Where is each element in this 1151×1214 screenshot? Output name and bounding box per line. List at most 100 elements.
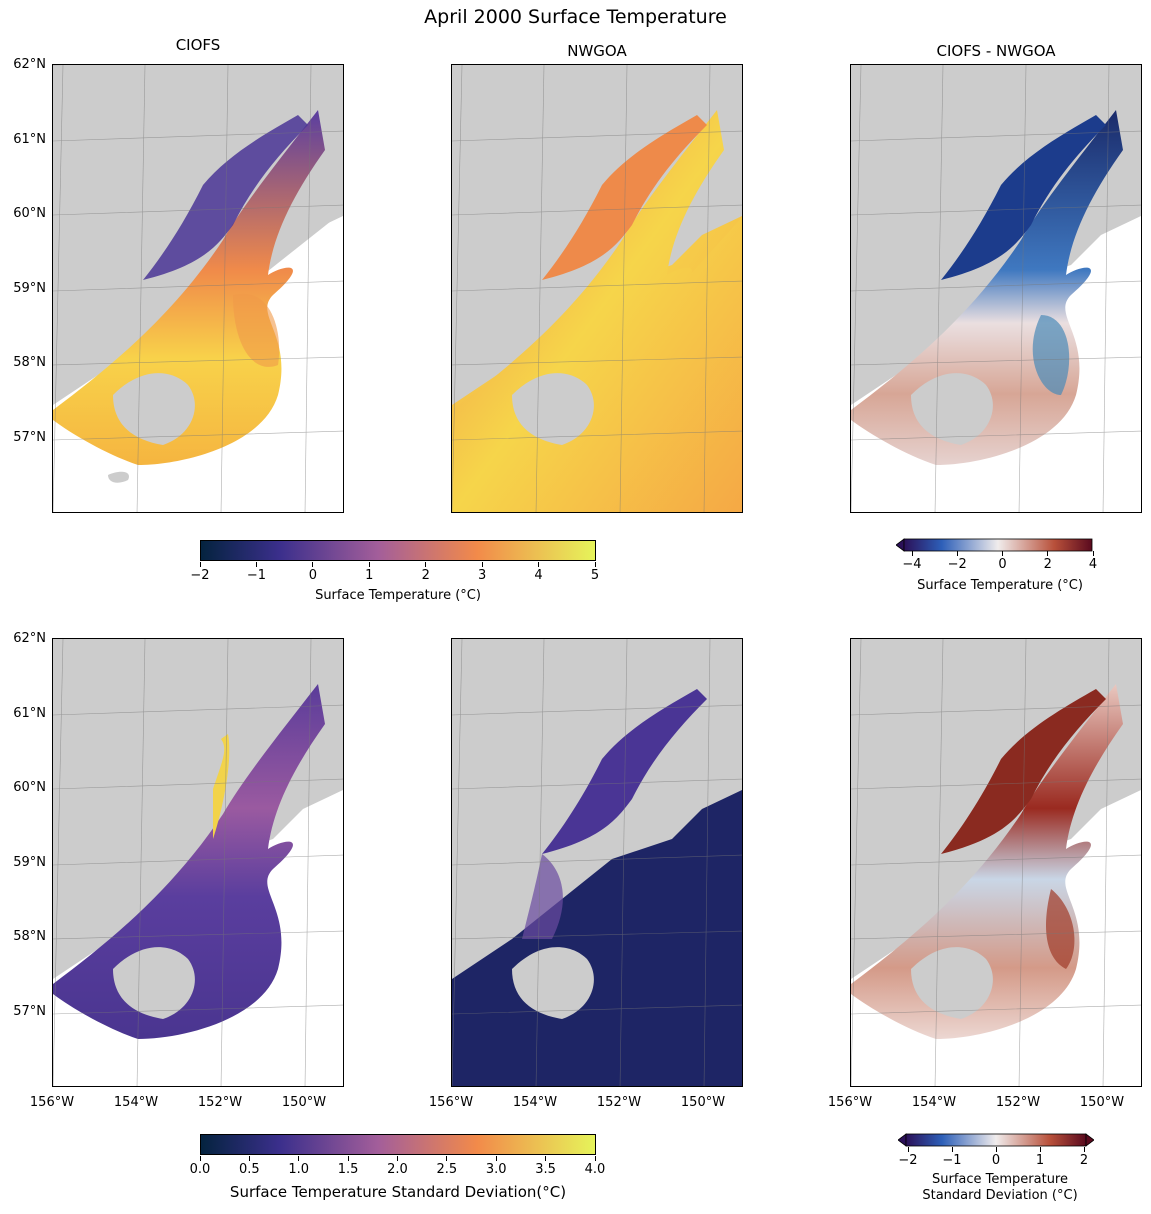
colorbar-tick-mark — [545, 1156, 547, 1161]
colorbar-tick-label: 3 — [478, 568, 487, 583]
land-mainland — [53, 639, 343, 979]
colorbar-tick-label: −2 — [947, 557, 967, 572]
std-field — [53, 684, 325, 1039]
lon-label: 152°W — [197, 1095, 243, 1110]
colorbar-tick-mark — [312, 562, 314, 567]
colorbar-tick-mark — [481, 562, 483, 567]
lon-label: 150°W — [680, 1095, 726, 1110]
lon-label: 156°W — [827, 1095, 873, 1110]
colorbar-tick-label: −2 — [898, 1153, 918, 1168]
colorbar-tick-label: 0 — [991, 1153, 1001, 1168]
colorbar-difference-label: Surface Temperature (°C) — [917, 578, 1083, 593]
map-ciofs-std — [52, 638, 344, 1087]
colorbar-tick-mark — [397, 1156, 398, 1161]
colorbar-tick-label: −1 — [246, 568, 266, 583]
colorbar-tick-mark — [538, 562, 540, 567]
colorbar-tick-mark — [594, 1156, 596, 1161]
colorbar-tick-mark — [1047, 551, 1049, 556]
map-ciofs-temperature — [52, 64, 344, 513]
kodiak-island — [113, 373, 195, 445]
colorbar-tick-label: 0 — [998, 557, 1007, 572]
colorbar-tick-mark — [248, 1156, 250, 1161]
colorbar-std-diff-label-line2: Standard Deviation (°C) — [922, 1188, 1078, 1203]
colorbar-tick-mark — [425, 562, 427, 567]
colorbar-temperature-difference — [896, 538, 1093, 552]
colorbar-tick-label: 0.5 — [239, 1162, 260, 1177]
colorbar-tick-mark — [1083, 1147, 1085, 1152]
colorbar-tick-mark — [951, 1147, 953, 1152]
lon-label: 154°W — [512, 1095, 558, 1110]
colorbar-tick-label: 1 — [365, 568, 374, 583]
colorbar-tick-mark — [368, 562, 370, 567]
colorbar-tick-mark — [1002, 551, 1003, 556]
colorbar-tick-label: −2 — [190, 568, 210, 583]
colorbar-tick-label: 3.0 — [485, 1162, 507, 1177]
colorbar-tick-label: 1 — [1035, 1153, 1045, 1168]
lat-label-61n: 61°N — [13, 132, 46, 147]
lat-label-62n: 62°N — [13, 57, 46, 72]
colorbar-tick-mark — [347, 1156, 349, 1161]
colorbar-tick-label: 2 — [1043, 557, 1052, 572]
lon-label: 154°W — [113, 1095, 159, 1110]
lon-label: 152°W — [596, 1095, 642, 1110]
lon-label: 156°W — [29, 1095, 75, 1110]
colorbar-tick-mark — [956, 551, 958, 556]
colorbar-tick-label: −1 — [942, 1153, 962, 1168]
colorbar-tick-label: 5 — [590, 568, 600, 583]
map-nwgoa-temperature — [451, 64, 743, 513]
lat-label-57n: 57°N — [13, 1004, 46, 1019]
column-title-nwgoa: NWGOA — [567, 42, 627, 60]
lon-label: 150°W — [1079, 1095, 1125, 1110]
colorbar-tick-label: −4 — [902, 557, 922, 572]
lat-label-61n: 61°N — [13, 706, 46, 721]
lat-label-59n: 59°N — [13, 281, 46, 296]
figure-title: April 2000 Surface Temperature — [424, 6, 727, 28]
lat-label-58n: 58°N — [13, 929, 46, 944]
colorbar-tick-mark — [907, 1147, 909, 1152]
colorbar-tick-label: 1.5 — [337, 1162, 359, 1177]
lat-label-62n: 62°N — [13, 631, 46, 646]
colorbar-tick-mark — [255, 562, 257, 567]
colorbar-tick-label: 0 — [308, 568, 317, 583]
colorbar-tick-label: 4 — [1088, 557, 1098, 572]
lon-label: 154°W — [911, 1095, 957, 1110]
colorbar-temperature-label: Surface Temperature (°C) — [315, 588, 481, 603]
colorbar-tick-label: 1.0 — [288, 1162, 310, 1177]
lat-label-60n: 60°N — [13, 780, 46, 795]
lat-label-58n: 58°N — [13, 355, 46, 370]
lat-label-60n: 60°N — [13, 206, 46, 221]
lon-label: 150°W — [281, 1095, 327, 1110]
temperature-field — [53, 110, 325, 465]
colorbar-tick-label: 2 — [421, 568, 430, 583]
colorbar-tick-label: 4 — [534, 568, 543, 583]
colorbar-tick-label: 3.5 — [535, 1162, 556, 1177]
colorbar-tick-mark — [911, 551, 913, 556]
map-nwgoa-std — [451, 638, 743, 1087]
colorbar-tick-mark — [594, 562, 596, 567]
colorbar-tick-mark — [446, 1156, 448, 1161]
colorbar-tick-mark — [199, 1156, 201, 1161]
colorbar-std-diff-label-line1: Surface Temperature — [931, 1172, 1068, 1187]
colorbar-tick-mark — [1092, 551, 1094, 556]
map-std-difference — [850, 638, 1142, 1087]
colorbar-std-label: Surface Temperature Standard Deviation(°… — [229, 1183, 567, 1201]
colorbar-tick-mark — [298, 1156, 300, 1161]
lat-label-59n: 59°N — [13, 855, 46, 870]
lon-label: 156°W — [428, 1095, 474, 1110]
column-title-ciofs: CIOFS — [175, 36, 221, 54]
map-temperature-difference — [850, 64, 1142, 513]
colorbar-tick-mark — [495, 1156, 497, 1161]
colorbar-tick-label: 2.5 — [436, 1162, 458, 1177]
colorbar-tick-label: 2 — [1079, 1153, 1089, 1168]
colorbar-tick-mark — [199, 562, 201, 567]
colorbar-tick-mark — [1039, 1147, 1041, 1152]
colorbar-tick-label: 4.0 — [584, 1162, 606, 1177]
lat-label-57n: 57°N — [13, 430, 46, 445]
colorbar-tick-label: 2.0 — [387, 1162, 408, 1177]
colorbar-tick-label: 0.0 — [189, 1162, 211, 1177]
colorbar-tick-mark — [995, 1147, 997, 1152]
colorbar-temperature — [200, 540, 596, 561]
lon-label: 152°W — [995, 1095, 1041, 1110]
colorbar-std — [200, 1134, 596, 1155]
colorbar-std-difference — [898, 1133, 1094, 1147]
